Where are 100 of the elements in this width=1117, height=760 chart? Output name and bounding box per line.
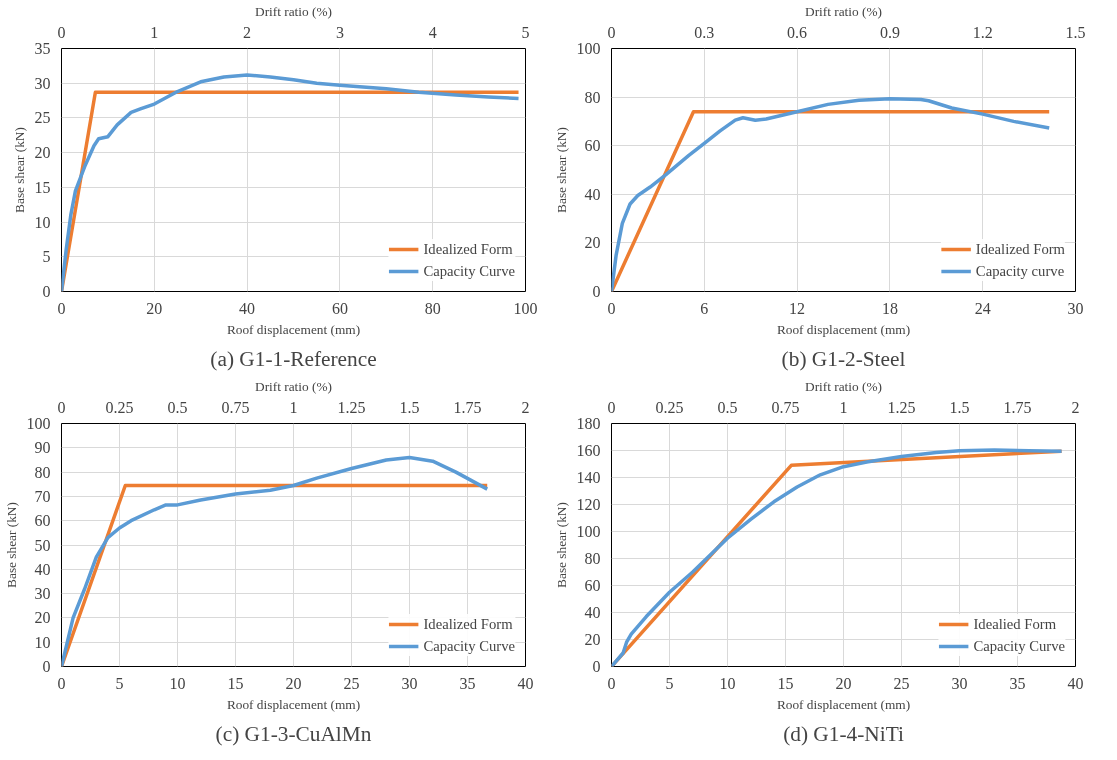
y-tick-label: 60 <box>34 512 51 530</box>
x2-tick-label: 1 <box>150 23 159 41</box>
legend-label: Idealized Form <box>975 240 1065 258</box>
x2-tick-label: 2 <box>243 23 252 41</box>
x-tick-label: 25 <box>893 674 910 692</box>
x2-tick-label: 0.5 <box>167 398 188 416</box>
x-tick-label: 30 <box>1067 299 1084 317</box>
y-tick-label: 0 <box>42 658 51 675</box>
y-tick-label: 15 <box>34 178 51 196</box>
y-tick-label: 20 <box>34 144 51 162</box>
legend-label: Idealized Form <box>423 240 513 258</box>
y-tick-label: 0 <box>42 283 51 300</box>
x2-tick-label: 0 <box>57 398 66 416</box>
y-tick-label: 30 <box>34 74 51 92</box>
x-axis-title: Roof displacement (mm) <box>226 696 361 712</box>
x2-axis-title: Drift ratio (%) <box>805 3 882 19</box>
x-tick-label: 0 <box>57 674 66 692</box>
y-tick-label: 100 <box>576 523 601 540</box>
y-tick-label: 20 <box>584 234 601 252</box>
x-tick-label: 35 <box>1009 674 1026 692</box>
x-tick-label: 18 <box>881 299 898 317</box>
x2-tick-label: 1.5 <box>1065 23 1086 41</box>
x-tick-label: 20 <box>146 299 163 317</box>
x-tick-label: 24 <box>974 299 991 317</box>
x-tick-label: 20 <box>835 674 852 692</box>
x-tick-label: 5 <box>665 674 674 692</box>
x-tick-label: 0 <box>57 299 66 317</box>
x-tick-label: 6 <box>700 299 709 317</box>
y-tick-label: 100 <box>26 415 51 432</box>
x-axis-title: Roof displacement (mm) <box>226 321 361 337</box>
text: (c) G1-3-CuAlMn <box>215 721 372 746</box>
y-tick-label: 5 <box>42 248 51 266</box>
x2-tick-label: 4 <box>428 23 437 41</box>
x-tick-label: 12 <box>789 299 806 317</box>
x2-tick-label: 0.25 <box>655 398 684 416</box>
y-tick-label: 180 <box>576 415 601 432</box>
x2-axis-title: Drift ratio (%) <box>255 378 332 394</box>
x2-tick-label: 1.75 <box>1003 398 1032 416</box>
x-tick-label: 40 <box>1067 674 1084 692</box>
x-tick-label: 10 <box>169 674 186 692</box>
y-tick-label: 90 <box>34 439 51 457</box>
legend-label: Capacity Curve <box>423 637 515 655</box>
y-tick-label: 35 <box>34 40 51 57</box>
text: (b) G1-2-Steel <box>781 346 906 371</box>
x2-axis-title: Drift ratio (%) <box>255 3 332 19</box>
x2-tick-label: 1.25 <box>337 398 366 416</box>
y-axis-title: Base shear (kN) <box>11 127 27 213</box>
x2-tick-label: 1.5 <box>399 398 420 416</box>
x2-tick-label: 5 <box>521 23 530 41</box>
x-tick-label: 80 <box>424 299 441 317</box>
x2-tick-label: 2 <box>1071 398 1080 416</box>
y-tick-label: 10 <box>34 213 51 231</box>
y-axis-title: Base shear (kN) <box>553 502 569 588</box>
x2-tick-label: 0 <box>57 23 66 41</box>
y-tick-label: 20 <box>584 631 601 648</box>
y-tick-label: 80 <box>584 550 601 567</box>
y-tick-label: 80 <box>34 463 51 481</box>
x2-tick-label: 0 <box>607 398 616 416</box>
x2-tick-label: 0.75 <box>771 398 800 416</box>
x2-tick-label: 1 <box>289 398 298 416</box>
x-tick-label: 40 <box>239 299 256 317</box>
x-tick-label: 40 <box>517 674 534 692</box>
y-axis-title: Base shear (kN) <box>3 502 19 588</box>
x-tick-label: 15 <box>777 674 794 692</box>
x2-axis-title: Drift ratio (%) <box>805 378 882 394</box>
x2-tick-label: 1.25 <box>887 398 916 416</box>
legend-label: Capacity Curve <box>973 637 1065 655</box>
x2-tick-label: 2 <box>521 398 530 416</box>
x-tick-label: 60 <box>331 299 348 317</box>
legend-label: Idealied Form <box>973 615 1057 633</box>
y-tick-label: 30 <box>34 585 51 603</box>
y-tick-label: 80 <box>584 88 601 106</box>
x-tick-label: 20 <box>285 674 302 692</box>
x-tick-label: 5 <box>115 674 124 692</box>
y-tick-label: 60 <box>584 577 601 594</box>
y-tick-label: 50 <box>34 536 51 554</box>
x-axis-title: Roof displacement (mm) <box>776 321 911 337</box>
x-tick-label: 30 <box>401 674 418 692</box>
x2-tick-label: 1.2 <box>972 23 993 41</box>
y-tick-label: 120 <box>576 496 601 513</box>
x2-tick-label: 0.75 <box>221 398 250 416</box>
x-tick-label: 25 <box>343 674 360 692</box>
y-tick-label: 25 <box>34 109 51 127</box>
x-tick-label: 10 <box>719 674 736 692</box>
x-tick-label: 0 <box>607 674 616 692</box>
y-tick-label: 70 <box>34 487 51 505</box>
y-tick-label: 100 <box>576 40 601 57</box>
legend-label: Capacity Curve <box>423 262 515 280</box>
x2-tick-label: 1.75 <box>453 398 482 416</box>
x-axis-title: Roof displacement (mm) <box>776 696 911 712</box>
y-tick-label: 0 <box>592 658 601 675</box>
text: (a) G1-1-Reference <box>210 346 377 371</box>
x-tick-label: 0 <box>607 299 616 317</box>
x-tick-label: 30 <box>951 674 968 692</box>
x2-tick-label: 0.9 <box>879 23 900 41</box>
x-tick-label: 15 <box>227 674 244 692</box>
x2-tick-label: 0.6 <box>787 23 808 41</box>
x-tick-label: 35 <box>459 674 476 692</box>
text: (d) G1-4-NiTi <box>783 721 904 746</box>
y-tick-label: 40 <box>584 185 601 203</box>
